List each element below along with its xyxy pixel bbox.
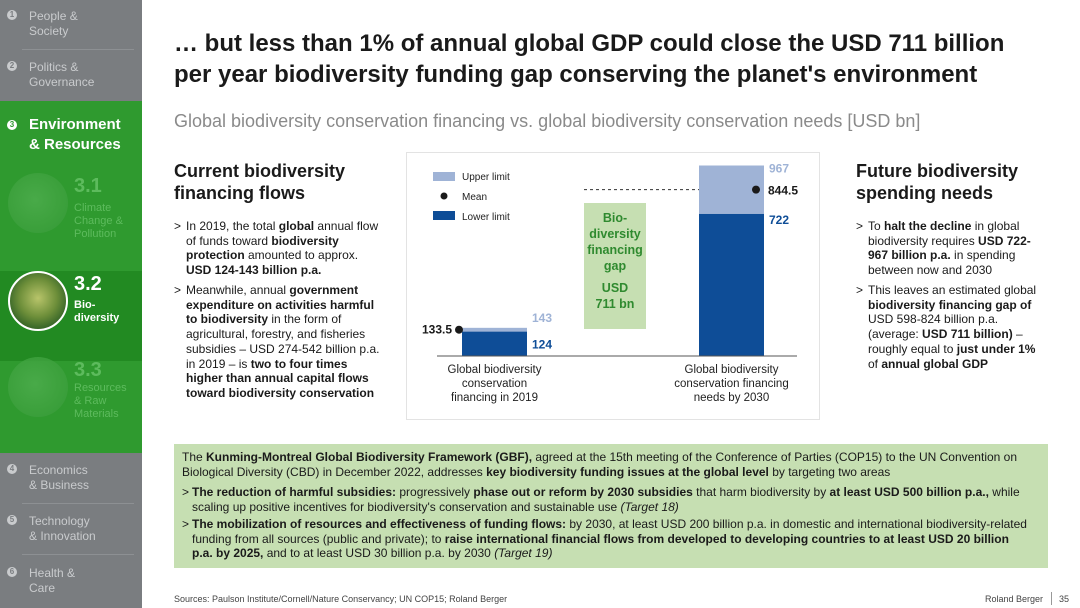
left-heading: Current biodiversity financing flows: [174, 161, 346, 203]
value-label-2019-upper: 143: [532, 311, 552, 325]
landscape-thumbnail-icon: [8, 357, 68, 417]
legend-label-mean: Mean: [462, 192, 487, 203]
value-label-2019-mean: 133.5: [422, 323, 452, 337]
category-label-2019: Global biodiversity conservation financing…: [448, 364, 542, 404]
nav-divider: [22, 554, 134, 555]
gbf-intro: The Kunming-Montreal Global Biodiversity…: [182, 450, 1018, 479]
subitem-label: Bio- diversity: [74, 299, 120, 324]
subitem-number: 3.2: [74, 273, 102, 295]
bar-2019-lower: [462, 331, 527, 356]
left-bullet-2: Meanwhile, annual government expenditure…: [174, 283, 384, 401]
nav-divider: [22, 503, 134, 504]
nav-item-label: Politics & Governance: [29, 60, 95, 89]
legend-label-lower: Lower limit: [462, 212, 510, 223]
value-label-2030-lower: 722: [769, 213, 789, 227]
page-title: … but less than 1% of annual global GDP …: [174, 30, 1005, 88]
mean-marker-2030: [752, 185, 760, 194]
legend-swatch-lower: [433, 211, 455, 220]
bar-2019-upper: [462, 327, 527, 332]
subitem-label: Resources & Raw Materials: [74, 382, 127, 420]
legend-label-upper: Upper limit: [462, 172, 510, 183]
page-subtitle: Global biodiversity conservation financi…: [174, 111, 921, 131]
nav-item-label: Economics & Business: [29, 463, 90, 492]
page-number: 35: [1059, 594, 1070, 604]
value-label-2030-upper: 967: [769, 162, 789, 176]
nav-item-label: Technology & Innovation: [29, 514, 96, 543]
nav-number-badge: 5: [7, 515, 17, 525]
subitem-number: 3.1: [74, 175, 102, 197]
footer-source: Sources: Paulson Institute/Cornell/Natur…: [174, 594, 508, 604]
nav-item-label: People & Society: [29, 9, 78, 38]
financing-gap-box: [584, 203, 646, 329]
footer-brand: Roland Berger: [985, 594, 1044, 604]
category-label-2030: Global biodiversity conservation financin…: [674, 364, 788, 404]
nav-item-label: Environment & Resources: [29, 116, 121, 153]
chart-panel: Upper limit Mean Lower limit Bio-diversi…: [406, 152, 820, 420]
nav-divider: [22, 49, 134, 50]
bar-2030-lower: [699, 213, 764, 356]
left-bullet-1: In 2019, the total global annual flow of…: [174, 219, 384, 278]
forest-thumbnail-icon: [8, 173, 68, 233]
gbf-bullet-subsidies: The reduction of harmful subsidies: prog…: [182, 485, 1032, 514]
value-label-2019-lower: 124: [532, 338, 552, 352]
nav-item-label: Health & Care: [29, 566, 76, 595]
legend-swatch-upper: [433, 172, 455, 181]
nav-number-badge: 3: [7, 120, 17, 130]
sidebar: 1 People & Society 2 Politics & Governan…: [0, 0, 142, 608]
mean-marker-2019: [455, 325, 463, 334]
nav-section-environment-resources: 3 Environment & Resources 3.1 Climate Ch…: [0, 101, 142, 453]
value-label-2030-mean: 844.5: [768, 184, 798, 198]
subitem-number: 3.3: [74, 359, 102, 381]
nav-number-badge: 6: [7, 567, 17, 577]
subitem-label: Climate Change & Pollution: [74, 202, 123, 240]
right-bullet-2: This leaves an estimated global biodiver…: [856, 283, 1046, 371]
financing-gap-label: Bio-diversity financing gap: [587, 211, 643, 273]
legend-marker-mean: [440, 192, 448, 200]
nav-number-badge: 1: [7, 10, 17, 20]
right-heading: Future biodiversity spending needs: [856, 161, 1019, 203]
footer-divider: [1051, 592, 1052, 605]
gbf-summary-box: The Kunming-Montreal Global Biodiversity…: [174, 444, 1048, 568]
nav-number-badge: 2: [7, 61, 17, 71]
financing-gap-value: USD 711 bn: [596, 281, 635, 311]
chart-svg: Upper limit Mean Lower limit Bio-diversi…: [422, 162, 798, 404]
right-bullet-1: To halt the decline in global biodiversi…: [856, 219, 1046, 278]
bird-thumbnail-icon: [8, 271, 68, 331]
nav-number-badge: 4: [7, 464, 17, 474]
gbf-bullet-mobilization: The mobilization of resources and effect…: [182, 517, 1032, 561]
chart-legend: Upper limit Mean Lower limit: [433, 172, 510, 223]
